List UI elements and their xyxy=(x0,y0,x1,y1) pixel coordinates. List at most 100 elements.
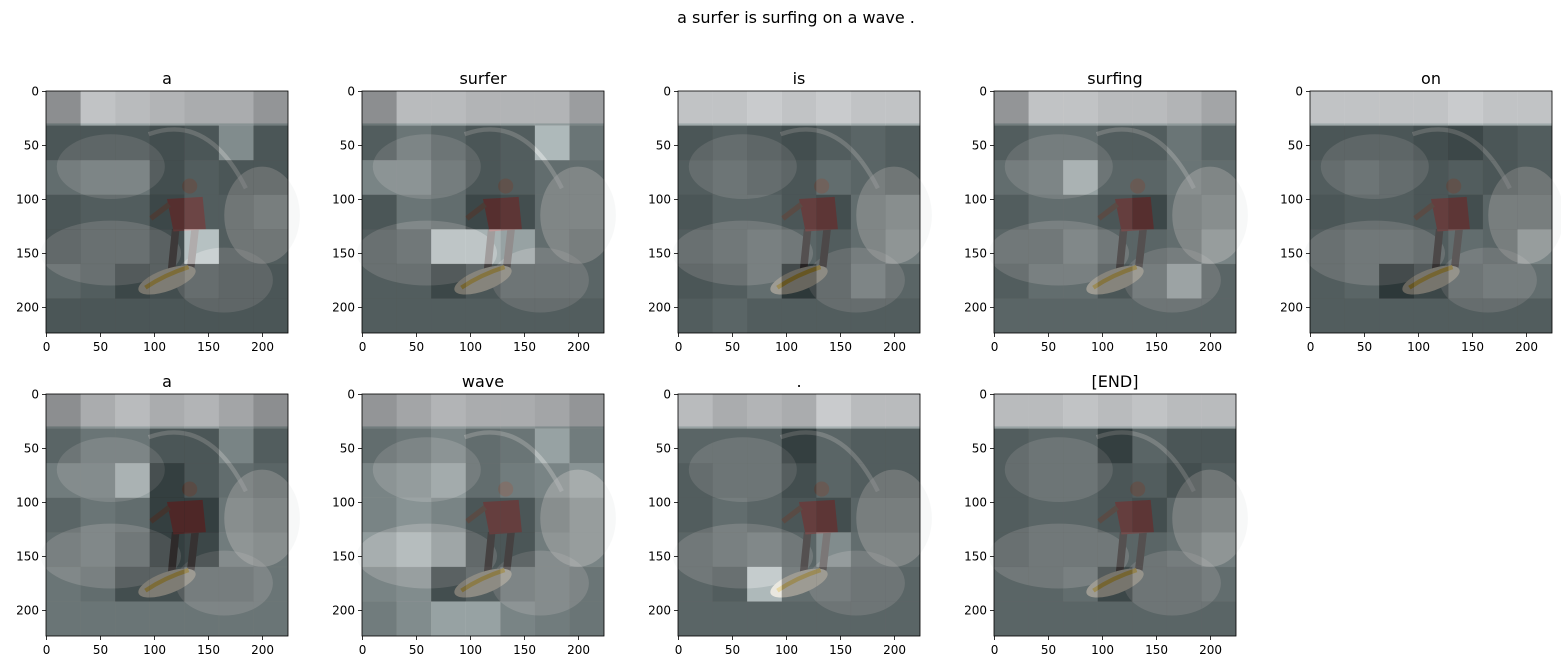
x-tick-label: 200 xyxy=(883,643,906,657)
attention-cell xyxy=(994,428,1029,464)
y-tick-label: 100 xyxy=(964,193,987,207)
attention-cell xyxy=(569,428,605,464)
attention-cell xyxy=(1097,263,1133,299)
x-tick-label: 0 xyxy=(43,340,51,354)
attention-cell xyxy=(1413,229,1449,265)
attention-cell xyxy=(115,263,150,299)
attention-cell xyxy=(80,428,116,464)
attention-cell xyxy=(362,298,397,334)
figure-title: a surfer is surfing on a wave . xyxy=(677,8,915,27)
attention-cell xyxy=(362,601,397,637)
attention-cell xyxy=(850,298,886,334)
attention-cell xyxy=(465,463,501,498)
attention-cell xyxy=(362,91,397,126)
attention-cell xyxy=(1379,91,1414,126)
attention-cell xyxy=(1448,229,1484,265)
attention-cell xyxy=(1028,463,1064,498)
y-tick-label: 200 xyxy=(648,301,671,315)
attention-cell xyxy=(80,298,116,334)
x-tick-label: 150 xyxy=(1145,340,1168,354)
attention-cell xyxy=(431,91,466,126)
attention-cell xyxy=(1344,91,1380,126)
attention-cell xyxy=(850,463,886,498)
attention-cell xyxy=(816,160,852,195)
attention-cell xyxy=(1201,263,1237,299)
attention-cell xyxy=(1028,263,1064,299)
attention-cell xyxy=(1028,160,1064,195)
attention-cell xyxy=(396,428,432,464)
axes-frame xyxy=(677,393,921,637)
attention-cell xyxy=(431,532,466,568)
attention-cell xyxy=(885,194,921,230)
y-tick-label: 0 xyxy=(1295,85,1303,99)
attention-cell xyxy=(253,160,289,195)
attention-cell xyxy=(1132,263,1168,299)
attention-cell xyxy=(850,497,886,533)
attention-cell xyxy=(994,263,1029,299)
attention-cell xyxy=(184,298,220,334)
attention-cell xyxy=(362,229,397,265)
attention-cell xyxy=(534,194,570,230)
attention-cell xyxy=(1166,497,1202,533)
x-tick-label: 150 xyxy=(513,643,536,657)
attention-cell xyxy=(465,566,501,602)
attention-cell xyxy=(850,125,886,161)
axes-frame xyxy=(677,90,921,334)
attention-cell xyxy=(1201,497,1237,533)
attention-cell xyxy=(1344,229,1380,265)
attention-cell xyxy=(816,298,852,334)
attention-cell xyxy=(1097,566,1133,602)
attention-cell xyxy=(712,298,748,334)
attention-cell xyxy=(678,601,713,637)
attention-cell xyxy=(781,566,817,602)
axes-frame xyxy=(361,90,605,334)
attention-cell xyxy=(816,463,852,498)
attention-cell xyxy=(218,263,254,299)
attention-cell xyxy=(1517,125,1553,161)
attention-cell xyxy=(500,125,536,161)
attention-cell xyxy=(569,194,605,230)
attention-cell xyxy=(253,91,289,126)
x-tick-label: 150 xyxy=(829,643,852,657)
x-tick-label: 100 xyxy=(143,643,166,657)
attention-cell xyxy=(569,497,605,533)
attention-cell xyxy=(396,532,432,568)
attention-cell xyxy=(218,428,254,464)
attention-cell xyxy=(1028,125,1064,161)
attention-cell xyxy=(1132,463,1168,498)
attention-cell xyxy=(1201,532,1237,568)
x-tick-label: 200 xyxy=(567,340,590,354)
attention-cell xyxy=(1413,263,1449,299)
attention-panel: a 0 50 100 150 200 0 50 100 150 200 xyxy=(16,69,300,354)
attention-cell xyxy=(816,125,852,161)
attention-cell xyxy=(362,125,397,161)
attention-cell xyxy=(534,229,570,265)
attention-cell xyxy=(253,263,289,299)
attention-panel: . 0 50 100 150 200 0 50 100 150 200 xyxy=(648,372,932,657)
attention-cell xyxy=(115,160,150,195)
attention-cell xyxy=(1028,601,1064,637)
attention-cell xyxy=(253,566,289,602)
attention-cell xyxy=(253,394,289,429)
attention-cell xyxy=(1201,566,1237,602)
attention-cell xyxy=(678,160,713,195)
attention-cell xyxy=(1097,91,1133,126)
attention-cell xyxy=(362,394,397,429)
attention-cell xyxy=(712,91,748,126)
x-tick-label: 150 xyxy=(513,340,536,354)
attention-cell xyxy=(362,428,397,464)
attention-cell xyxy=(1028,298,1064,334)
attention-cell xyxy=(1482,194,1518,230)
attention-cell xyxy=(218,532,254,568)
attention-cell xyxy=(712,601,748,637)
attention-cell xyxy=(465,532,501,568)
attention-panel: [END] 0 50 100 150 200 0 50 100 150 200 xyxy=(964,372,1248,657)
attention-cell xyxy=(46,497,81,533)
x-tick-label: 0 xyxy=(359,643,367,657)
attention-cell xyxy=(218,497,254,533)
attention-cell xyxy=(1132,497,1168,533)
attention-cell xyxy=(500,566,536,602)
attention-cell xyxy=(465,497,501,533)
attention-cell xyxy=(184,125,220,161)
attention-cell xyxy=(885,229,921,265)
